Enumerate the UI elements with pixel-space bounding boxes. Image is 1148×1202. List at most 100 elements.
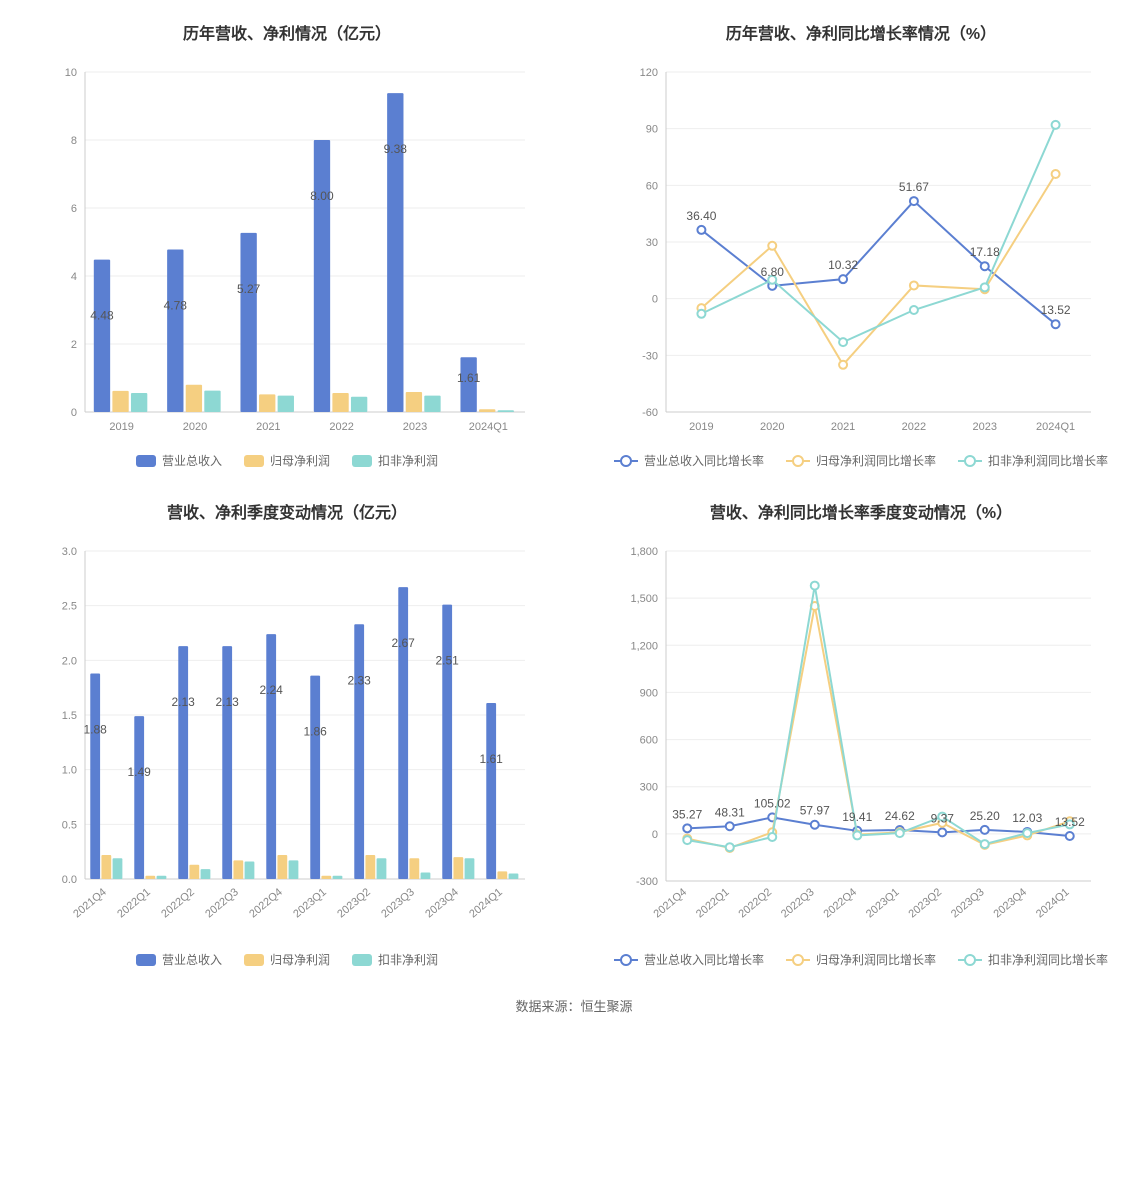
svg-text:19.41: 19.41: [842, 810, 872, 824]
svg-text:2022Q2: 2022Q2: [736, 886, 774, 920]
svg-text:1,200: 1,200: [630, 640, 658, 652]
svg-text:-60: -60: [642, 407, 658, 419]
legend-label: 营业总收入: [162, 951, 222, 968]
legend-label: 扣非净利润: [378, 452, 438, 469]
svg-text:6.80: 6.80: [761, 265, 785, 279]
svg-text:1,800: 1,800: [630, 546, 658, 558]
svg-text:2024Q1: 2024Q1: [1034, 886, 1072, 920]
legend-swatch: [958, 959, 982, 961]
svg-text:90: 90: [646, 124, 658, 136]
svg-text:10.32: 10.32: [828, 258, 858, 272]
svg-text:-30: -30: [642, 350, 658, 362]
svg-text:2023Q4: 2023Q4: [423, 886, 461, 920]
chart-annual-revenue: 历年营收、净利情况（亿元） 024681020194.4820204.78202…: [20, 20, 554, 469]
svg-text:2.13: 2.13: [172, 695, 196, 709]
chart-quarterly-revenue: 营收、净利季度变动情况（亿元） 0.00.51.01.52.02.53.0202…: [20, 499, 554, 968]
svg-text:13.52: 13.52: [1041, 303, 1071, 317]
svg-text:2023: 2023: [403, 421, 427, 433]
legend-item: 归母净利润: [244, 951, 330, 968]
legend-swatch: [958, 460, 982, 462]
svg-text:2022Q1: 2022Q1: [694, 886, 732, 920]
svg-text:0: 0: [71, 407, 77, 419]
svg-text:300: 300: [640, 782, 658, 794]
svg-text:1,500: 1,500: [630, 593, 658, 605]
svg-text:105.02: 105.02: [754, 796, 791, 810]
svg-text:13.52: 13.52: [1055, 815, 1085, 829]
legend-item: 营业总收入: [136, 951, 222, 968]
chart-legend: 营业总收入归母净利润扣非净利润: [136, 452, 438, 469]
chart-canvas: 0.00.51.01.52.02.53.02021Q41.882022Q11.4…: [37, 541, 537, 941]
svg-text:8.00: 8.00: [310, 189, 334, 203]
svg-text:2022Q3: 2022Q3: [203, 886, 241, 920]
chart-quarterly-growth: 营收、净利同比增长率季度变动情况（%） -30003006009001,2001…: [594, 499, 1128, 968]
legend-item: 归母净利润同比增长率: [786, 951, 936, 968]
svg-text:2: 2: [71, 339, 77, 351]
svg-text:1.88: 1.88: [84, 722, 108, 736]
svg-text:1.0: 1.0: [62, 765, 77, 777]
legend-swatch: [614, 460, 638, 462]
svg-text:36.40: 36.40: [686, 209, 716, 223]
legend-swatch: [136, 954, 156, 966]
svg-text:12.03: 12.03: [1012, 811, 1042, 825]
svg-text:2021Q4: 2021Q4: [651, 886, 689, 920]
svg-text:1.86: 1.86: [304, 725, 328, 739]
legend-swatch: [244, 455, 264, 467]
svg-text:2022Q2: 2022Q2: [159, 886, 197, 920]
svg-text:600: 600: [640, 735, 658, 747]
legend-item: 营业总收入同比增长率: [614, 452, 764, 469]
legend-swatch: [352, 954, 372, 966]
chart-canvas: -60-300306090120201920202021202220232024…: [611, 62, 1111, 442]
svg-text:9.38: 9.38: [384, 142, 408, 156]
data-source-footer: 数据来源：恒生聚源: [20, 996, 1128, 1015]
svg-text:2023Q2: 2023Q2: [335, 886, 373, 920]
legend-swatch: [786, 959, 810, 961]
legend-item: 归母净利润同比增长率: [786, 452, 936, 469]
charts-grid: 历年营收、净利情况（亿元） 024681020194.4820204.78202…: [20, 20, 1128, 968]
svg-text:2023Q3: 2023Q3: [949, 886, 987, 920]
svg-text:2022Q3: 2022Q3: [779, 886, 817, 920]
svg-text:2021: 2021: [256, 421, 280, 433]
legend-item: 扣非净利润: [352, 951, 438, 968]
svg-text:2022: 2022: [329, 421, 353, 433]
svg-text:1.49: 1.49: [128, 765, 152, 779]
svg-text:2024Q1: 2024Q1: [469, 421, 508, 433]
svg-text:2.67: 2.67: [392, 636, 416, 650]
legend-swatch: [614, 959, 638, 961]
svg-text:0: 0: [652, 829, 658, 841]
legend-label: 扣非净利润同比增长率: [988, 452, 1108, 469]
svg-text:2023Q2: 2023Q2: [906, 886, 944, 920]
svg-text:2.24: 2.24: [260, 683, 284, 697]
svg-text:25.20: 25.20: [970, 809, 1000, 823]
legend-swatch: [786, 460, 810, 462]
svg-text:1.61: 1.61: [480, 752, 504, 766]
svg-text:2022Q4: 2022Q4: [821, 886, 859, 920]
legend-label: 营业总收入: [162, 452, 222, 469]
legend-swatch: [352, 455, 372, 467]
svg-text:1.61: 1.61: [457, 371, 481, 385]
svg-text:2021: 2021: [831, 421, 855, 433]
svg-text:2022Q1: 2022Q1: [115, 886, 153, 920]
legend-item: 扣非净利润同比增长率: [958, 452, 1108, 469]
chart-title: 营收、净利季度变动情况（亿元）: [167, 499, 407, 523]
chart-legend: 营业总收入同比增长率 归母净利润同比增长率 扣非净利润同比增长率: [614, 452, 1108, 469]
svg-text:2.5: 2.5: [62, 601, 77, 613]
svg-text:0.5: 0.5: [62, 819, 77, 831]
svg-text:57.97: 57.97: [800, 804, 830, 818]
legend-label: 归母净利润同比增长率: [816, 452, 936, 469]
svg-text:10: 10: [65, 67, 77, 79]
svg-text:35.27: 35.27: [672, 807, 702, 821]
svg-text:-300: -300: [636, 876, 658, 888]
legend-swatch: [244, 954, 264, 966]
svg-text:4: 4: [71, 271, 77, 283]
svg-text:900: 900: [640, 687, 658, 699]
legend-item: 扣非净利润同比增长率: [958, 951, 1108, 968]
svg-text:3.0: 3.0: [62, 546, 77, 558]
svg-text:2023: 2023: [973, 421, 997, 433]
legend-item: 营业总收入: [136, 452, 222, 469]
svg-text:2.0: 2.0: [62, 655, 77, 667]
svg-text:120: 120: [640, 67, 658, 79]
svg-text:2023Q3: 2023Q3: [379, 886, 417, 920]
svg-text:0: 0: [652, 294, 658, 306]
svg-text:51.67: 51.67: [899, 180, 929, 194]
svg-text:5.27: 5.27: [237, 282, 261, 296]
